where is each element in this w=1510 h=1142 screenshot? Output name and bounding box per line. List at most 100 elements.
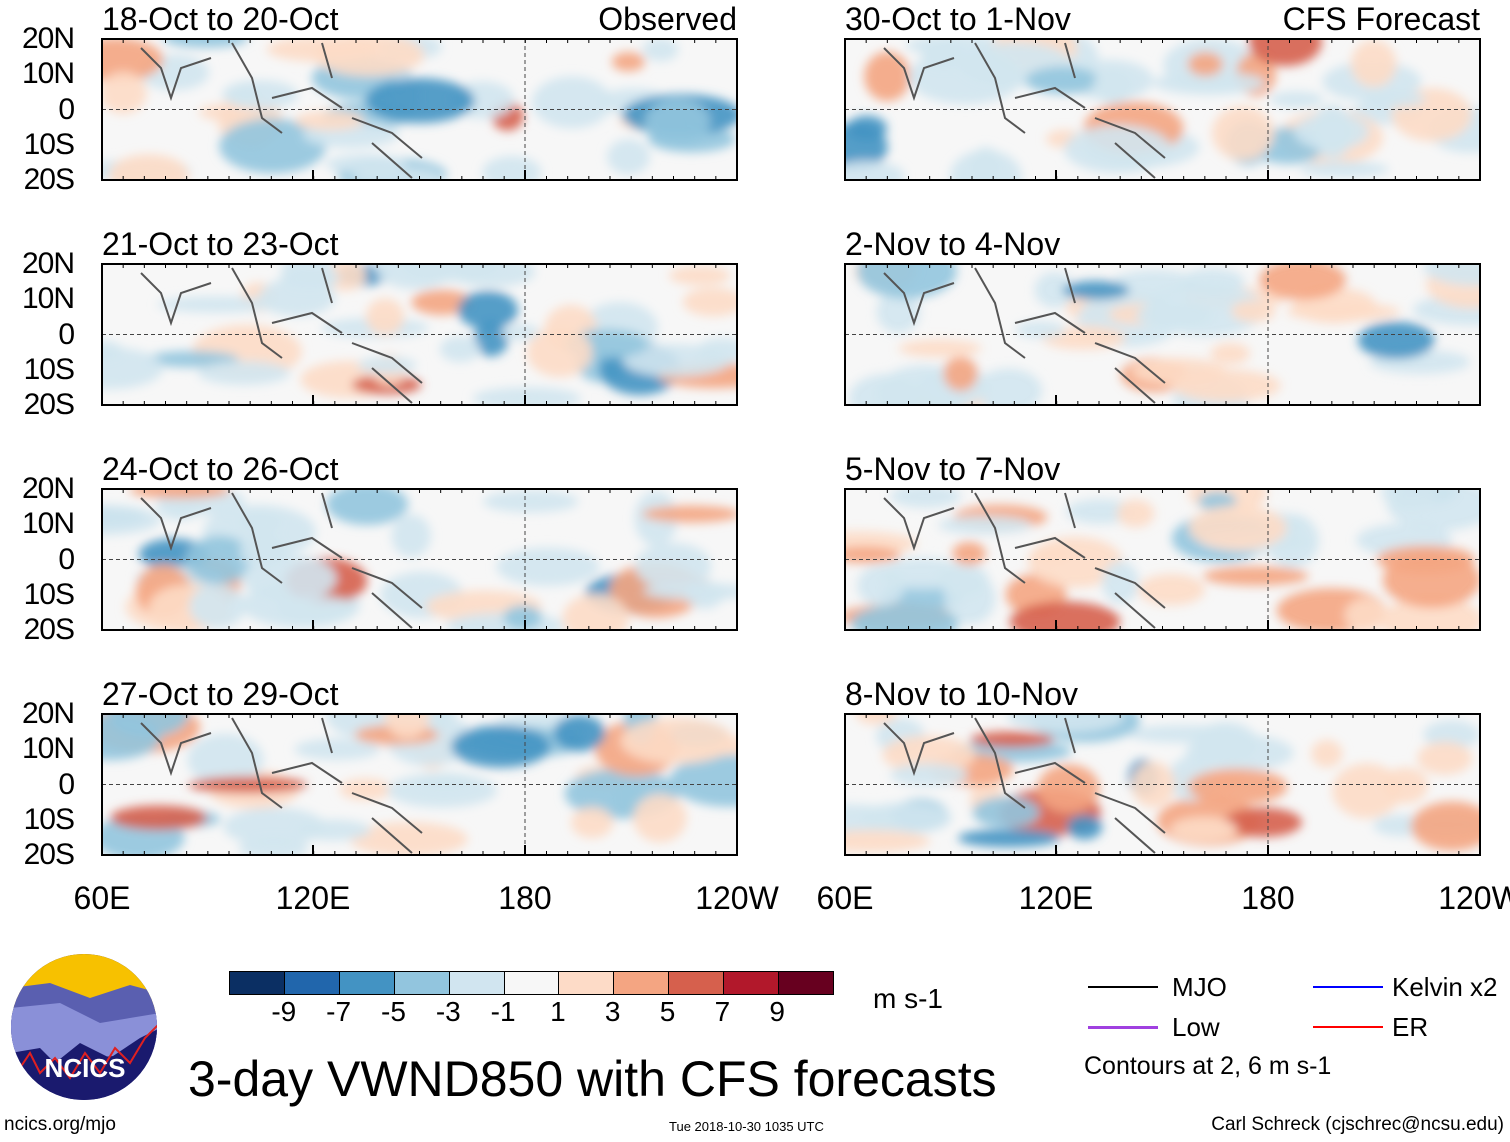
lat-tick-label: 20N: [21, 247, 75, 280]
wind-anomaly-blob: [102, 504, 161, 536]
wind-anomaly-blob: [296, 819, 372, 841]
lat-tick-label: 10S: [23, 802, 75, 836]
wind-map: [101, 713, 738, 856]
wind-anomaly-blob: [845, 160, 905, 180]
colorbar-swatch: [668, 972, 724, 994]
wind-anomaly-blob: [294, 738, 381, 761]
wind-anomaly-blob: [1231, 300, 1276, 323]
colorbar-label: -5: [381, 996, 406, 1027]
wind-anomaly-blob: [365, 78, 475, 124]
wind-anomaly-blob: [1025, 66, 1100, 95]
wind-anomaly-blob: [185, 535, 253, 584]
wind-anomaly-blob: [162, 39, 249, 48]
wind-anomaly-blob: [1116, 499, 1155, 528]
wind-anomaly-blob: [685, 580, 724, 609]
wind-anomaly-blob: [387, 773, 498, 808]
coastline: [883, 267, 1166, 404]
wind-anomaly-blob: [496, 547, 600, 587]
lat-tick-label: 10N: [21, 507, 75, 541]
colorbar-swatch: [558, 972, 614, 994]
wind-anomaly-blob: [439, 336, 481, 363]
lat-tick-label: 10S: [23, 577, 75, 611]
wind-anomaly-blob: [970, 146, 1001, 180]
wind-anomaly-blob: [1034, 272, 1075, 308]
footer-credit: Carl Schreck (cjschrec@ncsu.edu): [1211, 1114, 1504, 1135]
ncics-logo: NCICS: [11, 954, 157, 1100]
wind-anomaly-blob: [501, 324, 540, 341]
wind-anomaly-blob: [531, 76, 612, 129]
lat-tick-label: 10S: [23, 127, 75, 161]
wind-anomaly-blob: [890, 489, 961, 508]
panel-title: 2-Nov to 4-Nov: [845, 226, 1061, 262]
colorbar-label: 3: [604, 996, 621, 1027]
lat-tick-label: 10S: [23, 352, 75, 386]
wind-anomaly-blob: [188, 776, 308, 794]
wind-anomaly-blob: [1248, 39, 1322, 67]
wind-anomaly-blob: [1387, 489, 1480, 531]
lon-tick-label: 120E: [275, 880, 351, 916]
wind-anomaly-blob: [606, 139, 651, 175]
wind-anomaly-blob: [157, 296, 277, 313]
legend-er-label: ER: [1392, 1012, 1429, 1042]
wind-anomaly-blob: [860, 802, 952, 834]
wind-anomaly-blob: [974, 368, 1043, 405]
wind-anomaly-blob: [451, 725, 551, 768]
wind-anomaly-blob: [845, 546, 901, 564]
wind-anomaly-blob: [473, 321, 509, 357]
lon-tick-label: 120W: [1438, 880, 1510, 916]
lon-tick-label: 180: [498, 880, 552, 916]
wind-anomaly-blob: [1332, 763, 1402, 819]
wind-anomaly-blob: [879, 558, 966, 590]
wind-anomaly-blob: [1423, 720, 1480, 750]
wind-anomaly-blob: [326, 489, 409, 526]
wind-anomaly-blob: [222, 807, 326, 846]
wind-map: [101, 263, 738, 406]
wind-anomaly-blob: [226, 82, 260, 104]
colorbar-swatch: [613, 972, 669, 994]
wind-anomaly-blob: [1188, 505, 1287, 551]
lat-tick-label: 10N: [21, 57, 75, 91]
lon-tick-label: 120E: [1018, 880, 1094, 916]
wind-anomaly-blob: [1131, 358, 1227, 385]
wind-anomaly-blob: [1344, 598, 1388, 630]
lat-tick-label: 0: [58, 317, 75, 351]
wind-anomaly-blob: [325, 154, 407, 174]
panel-tag: CFS Forecast: [1282, 1, 1480, 37]
wind-anomaly-blob: [110, 805, 208, 831]
colorbar-label: 9: [769, 996, 785, 1027]
wind-anomaly-blob: [1376, 545, 1476, 574]
lat-tick-label: 0: [58, 767, 75, 801]
wind-anomaly-blob: [1188, 768, 1288, 805]
wind-anomaly-blob: [237, 511, 283, 534]
colorbar-swatch: [778, 972, 833, 994]
legend-mjo-line: [1088, 986, 1158, 988]
wind-anomaly-blob: [633, 794, 687, 843]
coastline: [140, 267, 423, 404]
contours-note: Contours at 2, 6 m s-1: [1084, 1052, 1332, 1080]
wind-anomaly-blob: [635, 542, 712, 590]
wind-anomaly-blob: [682, 287, 737, 317]
wind-anomaly-blob: [339, 778, 392, 801]
footer-url[interactable]: ncics.org/mjo: [4, 1114, 116, 1135]
wind-anomaly-blob: [1062, 280, 1130, 300]
colorbar-swatch: [230, 972, 284, 994]
wind-map: [844, 488, 1481, 631]
wind-anomaly-blob: [864, 51, 911, 102]
lat-tick-label: 20S: [23, 163, 75, 196]
wind-anomaly-blob: [1299, 161, 1390, 178]
wind-anomaly-blob: [1210, 342, 1251, 365]
wind-anomaly-blob: [1137, 573, 1205, 606]
wind-map: [101, 488, 738, 631]
wind-anomaly-blob: [553, 714, 606, 752]
wind-anomaly-blob: [102, 347, 164, 390]
colorbar-label: -3: [435, 996, 461, 1027]
wind-anomaly-blob: [957, 829, 1061, 848]
figure-title: 3-day VWND850 with CFS forecasts: [188, 1051, 997, 1107]
wind-anomaly-blob: [1423, 264, 1480, 286]
wind-anomaly-blob: [1361, 90, 1427, 108]
wind-anomaly-blob: [391, 514, 431, 558]
wind-anomaly-blob: [102, 714, 161, 761]
lat-tick-label: 20N: [21, 472, 75, 505]
wind-anomaly-blob: [482, 490, 579, 513]
wind-anomaly-blob: [374, 264, 456, 290]
